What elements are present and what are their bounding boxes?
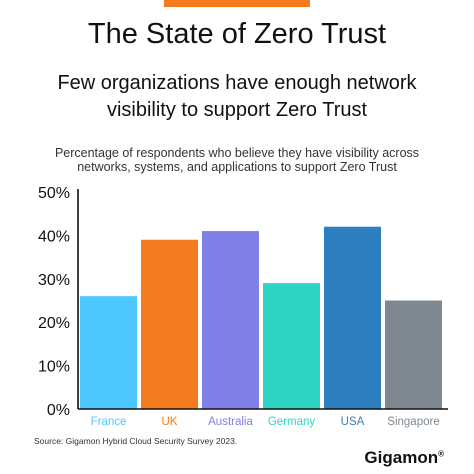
y-tick-label: 30% (38, 272, 70, 289)
bar-france (80, 296, 137, 409)
bar-germany (263, 283, 320, 409)
bar-australia (202, 231, 259, 409)
caption-line-2: networks, systems, and applications to s… (77, 160, 397, 174)
x-tick-label: Germany (268, 416, 316, 428)
bar-singapore (385, 300, 442, 409)
source-note: Source: Gigamon Hybrid Cloud Security Su… (34, 436, 238, 446)
caption-line-1: Percentage of respondents who believe th… (54, 146, 420, 160)
brand-name: Gigamon (364, 448, 439, 467)
page-subtitle: Few organizations have enough network vi… (14, 70, 460, 124)
subtitle-line-1: Few organizations have enough network (57, 72, 417, 94)
x-tick-label: UK (162, 416, 178, 428)
page-title: The State of Zero Trust (87, 18, 387, 50)
bar-chart: 0% 10% 20% 30% 40% 50% France UK Australia German… (38, 185, 448, 428)
bar-uk (141, 239, 198, 409)
brand-registered-mark: ® (438, 449, 444, 459)
y-tick-label: 0% (47, 402, 70, 419)
y-tick-label: 50% (38, 185, 70, 202)
bar-usa (324, 226, 381, 409)
y-tick-label: 40% (38, 228, 70, 245)
chart-caption: Percentage of respondents who believe th… (24, 146, 450, 174)
x-tick-label: USA (341, 416, 365, 428)
x-tick-label: Australia (208, 416, 253, 428)
brand-logo: Gigamon® (364, 448, 444, 468)
top-accent-bar (164, 0, 310, 7)
x-tick-label: France (91, 416, 127, 428)
y-tick-label: 20% (38, 315, 70, 332)
x-tick-label: Singapore (387, 416, 439, 428)
subtitle-line-2: visibility to support Zero Trust (106, 99, 368, 121)
y-tick-label: 10% (38, 359, 70, 376)
